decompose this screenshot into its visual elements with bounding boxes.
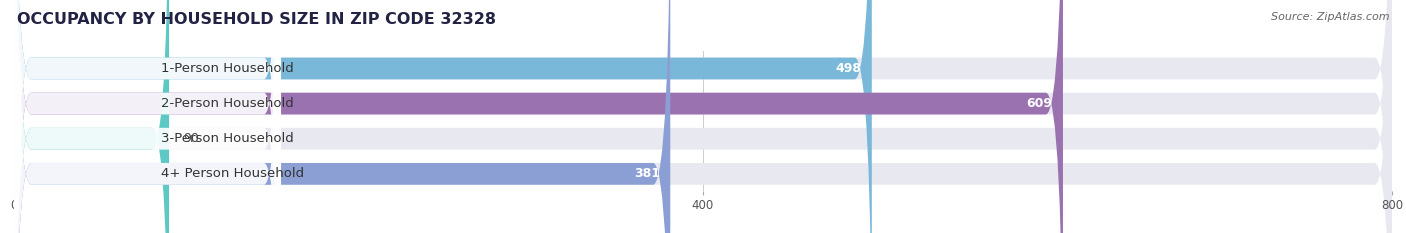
FancyBboxPatch shape xyxy=(14,0,1392,233)
FancyBboxPatch shape xyxy=(14,0,872,233)
Text: 498: 498 xyxy=(835,62,862,75)
Text: 3-Person Household: 3-Person Household xyxy=(160,132,294,145)
FancyBboxPatch shape xyxy=(14,0,281,233)
FancyBboxPatch shape xyxy=(14,0,1392,233)
FancyBboxPatch shape xyxy=(14,0,281,233)
Text: 381: 381 xyxy=(634,167,659,180)
Text: 1-Person Household: 1-Person Household xyxy=(160,62,294,75)
Text: Source: ZipAtlas.com: Source: ZipAtlas.com xyxy=(1271,12,1389,22)
FancyBboxPatch shape xyxy=(14,0,1063,233)
Text: 90: 90 xyxy=(183,132,198,145)
FancyBboxPatch shape xyxy=(14,0,281,233)
FancyBboxPatch shape xyxy=(14,0,169,233)
Text: 609: 609 xyxy=(1026,97,1053,110)
FancyBboxPatch shape xyxy=(14,0,1392,233)
Text: 2-Person Household: 2-Person Household xyxy=(160,97,294,110)
FancyBboxPatch shape xyxy=(14,0,1392,233)
Text: OCCUPANCY BY HOUSEHOLD SIZE IN ZIP CODE 32328: OCCUPANCY BY HOUSEHOLD SIZE IN ZIP CODE … xyxy=(17,12,496,27)
FancyBboxPatch shape xyxy=(14,0,281,233)
FancyBboxPatch shape xyxy=(14,0,671,233)
Text: 4+ Person Household: 4+ Person Household xyxy=(160,167,304,180)
